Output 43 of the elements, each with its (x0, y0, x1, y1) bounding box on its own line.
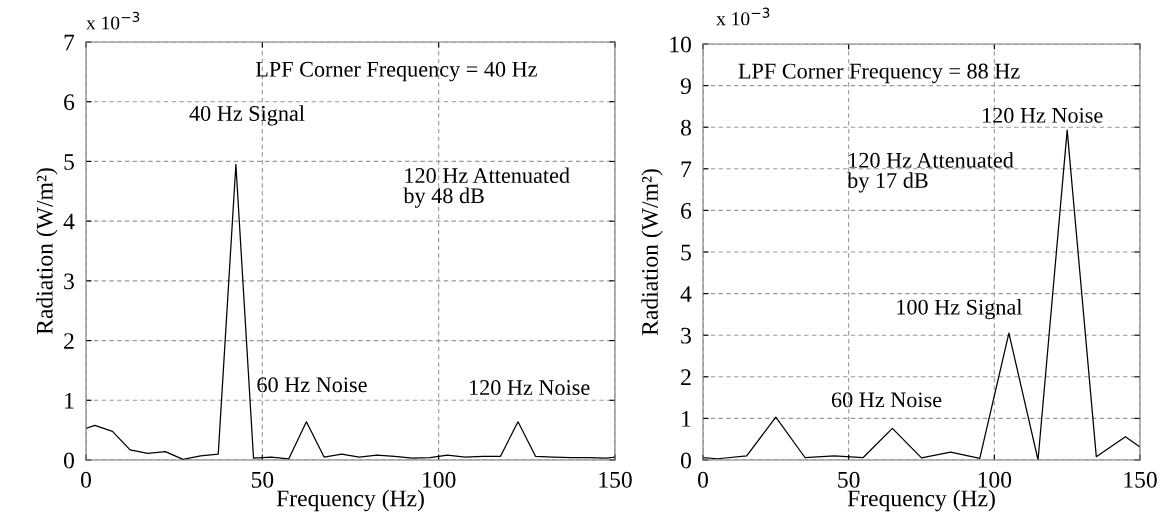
text: x 10$^{−3}$ (716, 7, 770, 26)
y-tick-label: 4 (63, 213, 75, 230)
y-tick-label: 6 (64, 94, 75, 111)
y-tick-label: 7 (64, 34, 75, 51)
x-tick-label: 0 (698, 471, 708, 488)
annotation: 60 Hz Noise (257, 377, 367, 393)
y-axis-title: Radiation (W/m²) (36, 168, 58, 335)
x-axis-title: Frequency (Hz) (847, 489, 995, 512)
annotation: 120 Hz Noise (469, 380, 590, 396)
annotation: 40 Hz Signal (189, 105, 305, 126)
y-tick-label: 7 (681, 161, 692, 177)
y-tick-label: 10 (670, 36, 691, 53)
y-tick-label: 5 (681, 244, 691, 261)
y-tick-label: 5 (64, 154, 74, 170)
annotation: LPF Corner Frequency = 40 Hz (255, 61, 537, 82)
annotation: 120 Hz Attenuated by 48 dB (403, 167, 570, 208)
annotation: 120 Hz Attenuated by 17 dB (847, 152, 1014, 193)
y-tick-label: 3 (681, 327, 691, 344)
x-tick-label: 50 (838, 471, 860, 488)
y-tick-label: 1 (682, 411, 691, 427)
text: x 10$^{−3}$ (86, 11, 140, 30)
annotation: 120 Hz Noise (983, 107, 1103, 123)
x-axis-title: Frequency (Hz) (276, 489, 424, 512)
y-tick-label: 4 (680, 286, 692, 302)
y-axis-title: Radiation (W/m²) (641, 169, 663, 336)
annotation: 60 Hz Noise (831, 392, 942, 408)
y-tick-label: 2 (681, 369, 691, 385)
x-tick-label: 100 (423, 471, 456, 488)
x-tick-label: 100 (978, 471, 1012, 488)
annotation: 100 Hz Signal (897, 299, 1023, 320)
x-tick-label: 150 (1124, 471, 1157, 488)
y-tick-label: 0 (63, 452, 74, 469)
y-tick-label: 2 (64, 333, 74, 349)
annotation: LPF Corner Frequency = 88 Hz (738, 63, 1020, 84)
y-tick-label: 0 (680, 452, 691, 469)
x-tick-label: 50 (251, 471, 274, 488)
y-tick-label: 3 (64, 273, 74, 290)
y-tick-label: 8 (680, 119, 691, 136)
y-tick-label: 6 (681, 202, 692, 219)
y-tick-label: 9 (680, 78, 691, 95)
y-tick-label: 1 (65, 392, 74, 409)
x-tick-label: 0 (81, 471, 91, 488)
x-tick-label: 150 (599, 471, 632, 488)
